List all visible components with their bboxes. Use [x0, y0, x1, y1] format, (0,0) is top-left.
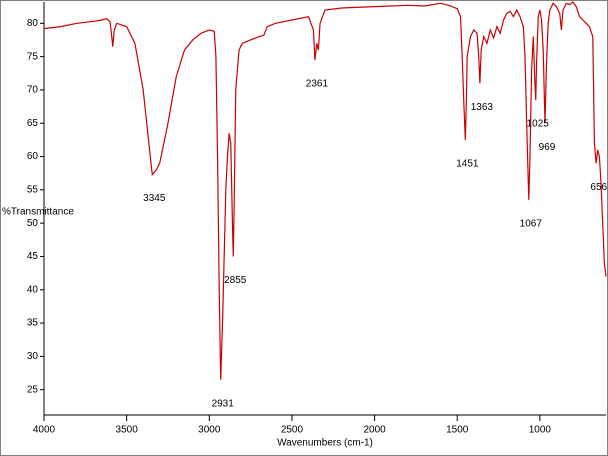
- y-tick-label: 60: [27, 151, 39, 162]
- x-tick-label: 1500: [446, 425, 469, 436]
- peak-label: 1025: [527, 119, 550, 130]
- x-tick-label: 4000: [33, 425, 56, 436]
- y-tick-label: 70: [27, 85, 39, 96]
- y-tick-label: 55: [27, 184, 39, 195]
- y-tick-label: 45: [27, 251, 39, 262]
- x-tick-label: 3500: [116, 425, 139, 436]
- peak-label: 3345: [143, 193, 166, 204]
- y-axis-label: %Transmittance: [2, 207, 74, 218]
- y-tick-label: 65: [27, 118, 39, 129]
- x-tick-label: 1000: [529, 425, 552, 436]
- y-tick-label: 40: [27, 284, 39, 295]
- peak-label: 1067: [520, 218, 543, 229]
- peak-label: 1363: [471, 102, 494, 113]
- y-tick-label: 80: [27, 18, 39, 29]
- spectrum-line: [43, 1, 607, 380]
- peak-label: 1451: [456, 159, 479, 170]
- y-tick-label: 30: [27, 351, 39, 362]
- y-tick-label: 50: [27, 218, 39, 229]
- x-axis-label: Wavenumbers (cm-1): [277, 438, 373, 449]
- x-tick-label: 2000: [363, 425, 386, 436]
- peak-label: 2361: [306, 79, 329, 90]
- y-tick-label: 35: [27, 318, 39, 329]
- x-tick-label: 2500: [281, 425, 304, 436]
- peak-label: 969: [539, 142, 556, 153]
- y-tick-label: 75: [27, 51, 39, 62]
- peak-label: 2855: [224, 275, 247, 286]
- y-tick-label: 25: [27, 384, 39, 395]
- x-tick-label: 3000: [198, 425, 221, 436]
- peak-label: 656: [590, 182, 607, 193]
- peak-label: 2931: [212, 398, 235, 409]
